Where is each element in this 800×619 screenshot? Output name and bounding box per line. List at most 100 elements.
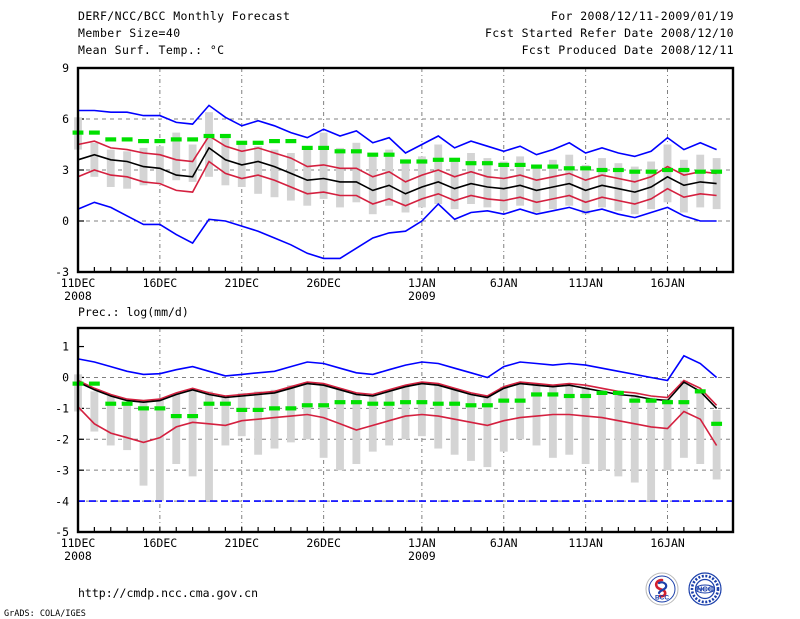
y-axis-tick-label: -2 bbox=[55, 432, 69, 446]
ensemble-spread-bar bbox=[205, 112, 213, 177]
bcc-logo-icon: BCC bbox=[645, 572, 679, 606]
y-axis-tick-label: -1 bbox=[55, 402, 69, 416]
ensemble-spread-bar bbox=[598, 389, 606, 471]
observed-marker-group bbox=[72, 381, 723, 426]
x-axis-tick-label: 26DEC bbox=[306, 536, 341, 550]
x-axis-year-label: 2008 bbox=[64, 549, 92, 563]
ensemble-spread-bar bbox=[630, 394, 639, 483]
y-axis-tick-label: 0 bbox=[62, 214, 69, 228]
ensemble-spread-bar bbox=[155, 399, 164, 502]
grads-credit: GrADS: COLA/IGES bbox=[4, 609, 86, 619]
ensemble-spread-bar bbox=[467, 153, 475, 204]
plot-frame bbox=[76, 326, 735, 534]
x-axis-tick-label: 16DEC bbox=[143, 276, 178, 290]
ensemble-spread-bar bbox=[172, 394, 181, 464]
ensemble-spread-bar bbox=[450, 159, 459, 210]
ensemble-spread-bar bbox=[483, 396, 492, 468]
y-axis-tick-label: 0 bbox=[62, 371, 69, 385]
ensemble-spread-bar bbox=[647, 161, 656, 210]
x-axis-year-label: 2009 bbox=[408, 549, 436, 563]
ensemble-spread-bar bbox=[532, 164, 541, 213]
ensemble-spread-bar bbox=[647, 397, 656, 502]
ensemble-spread-bar bbox=[352, 142, 361, 203]
precipitation-axis-label: Prec.: log(mm/d) bbox=[78, 305, 189, 319]
agency-logos: BCC NCC bbox=[645, 572, 722, 606]
x-axis-tick-label: 6JAN bbox=[490, 536, 518, 550]
ensemble-spread-bar bbox=[581, 386, 590, 464]
x-axis-tick-label: 1JAN bbox=[408, 536, 436, 550]
x-axis-tick-label: 11JAN bbox=[568, 276, 603, 290]
ensemble-spread-bar bbox=[565, 154, 574, 206]
ensemble-spread-bar bbox=[548, 385, 557, 458]
ensemble-spread-bar bbox=[712, 158, 721, 210]
ensemble-spread-bar bbox=[614, 392, 623, 477]
x-axis-year-label: 2008 bbox=[64, 289, 92, 303]
x-axis-year-label: 2009 bbox=[408, 289, 436, 303]
ensemble-spread-bar bbox=[663, 399, 672, 471]
y-axis-tick-label: 1 bbox=[62, 340, 69, 354]
series-lower_quartile bbox=[77, 406, 718, 446]
ensemble-spread-bar bbox=[385, 149, 394, 206]
ensemble-spread-bar bbox=[352, 392, 361, 464]
ensemble-spread-bar bbox=[679, 380, 688, 458]
ensemble-spread-bar bbox=[598, 158, 606, 208]
ensemble-spread-bar bbox=[336, 388, 344, 471]
ensemble-spread-bar bbox=[368, 154, 377, 215]
ensemble-spread-bar bbox=[254, 146, 263, 194]
y-axis-tick-label: 3 bbox=[62, 163, 69, 177]
x-axis-tick-label: 16DEC bbox=[143, 536, 178, 550]
ensemble-spread-bar bbox=[286, 153, 295, 201]
ensemble-spread-bar bbox=[483, 158, 492, 208]
series-ensemble_mean bbox=[77, 381, 718, 409]
x-axis-tick-label: 16JAN bbox=[650, 276, 685, 290]
ensemble-spread-bar bbox=[90, 391, 99, 432]
svg-text:NCC: NCC bbox=[697, 585, 714, 594]
ensemble-spread-bar bbox=[417, 156, 426, 208]
ensemble-spread-bar bbox=[237, 144, 246, 187]
x-axis-tick-label: 11DEC bbox=[61, 536, 96, 550]
mean-surf-temp-label: Mean Surf. Temp.: °C bbox=[78, 43, 225, 57]
ensemble-spread-bar bbox=[679, 159, 688, 213]
ensemble-spread-bar bbox=[172, 132, 181, 181]
x-axis-tick-label: 11JAN bbox=[568, 536, 603, 550]
member-size-label: Member Size=40 bbox=[78, 26, 181, 40]
ensemble-spread-bar bbox=[696, 154, 705, 208]
x-axis-tick-label: 21DEC bbox=[224, 276, 259, 290]
x-axis-tick-label: 1JAN bbox=[408, 276, 436, 290]
ensemble-spread-bar bbox=[254, 391, 263, 455]
ensemble-spread-bar bbox=[155, 146, 164, 184]
x-axis-tick-label: 21DEC bbox=[224, 536, 259, 550]
ensemble-spread-bar bbox=[270, 389, 279, 449]
series-lower_quartile bbox=[77, 160, 717, 207]
svg-text:BCC: BCC bbox=[655, 595, 669, 602]
observed-marker-group bbox=[72, 130, 723, 174]
y-axis-tick-label: 9 bbox=[62, 61, 69, 75]
plot-frame bbox=[76, 66, 735, 274]
ensemble-spread-bar bbox=[385, 389, 394, 446]
series-lower bbox=[77, 201, 717, 260]
series-upper bbox=[77, 354, 718, 382]
ensemble-spread-bar bbox=[499, 161, 508, 211]
ensemble-spread-bar bbox=[123, 151, 132, 189]
ensemble-spread-bar bbox=[467, 392, 475, 461]
x-axis-tick-label: 6JAN bbox=[490, 276, 518, 290]
forecast-title: DERF/NCC/BCC Monthly Forecast bbox=[78, 9, 291, 23]
y-axis-tick-label: -3 bbox=[55, 463, 69, 477]
ensemble-spread-bar bbox=[319, 132, 328, 199]
ensemble-spread-bar bbox=[221, 396, 230, 446]
ensemble-spread-bar bbox=[401, 385, 410, 440]
ensemble-spread-bar bbox=[614, 163, 623, 211]
series-upper_quartile bbox=[77, 134, 717, 183]
ensemble-spread-bar bbox=[696, 389, 705, 464]
ensemble-spread-bar bbox=[90, 142, 99, 177]
ensemble-spread-bar bbox=[565, 383, 574, 455]
ensemble-spread-bar bbox=[270, 149, 279, 198]
ensemble-spread-bar bbox=[237, 392, 246, 437]
ensemble-spread-bar bbox=[450, 388, 459, 455]
ensemble-spread-bar bbox=[188, 389, 197, 477]
website-url[interactable]: http://cmdp.ncc.cma.gov.cn bbox=[78, 586, 259, 600]
ensemble-spread-bar bbox=[516, 382, 525, 440]
y-axis-tick-label: -5 bbox=[55, 525, 69, 539]
ensemble-spread-bar bbox=[319, 383, 328, 458]
